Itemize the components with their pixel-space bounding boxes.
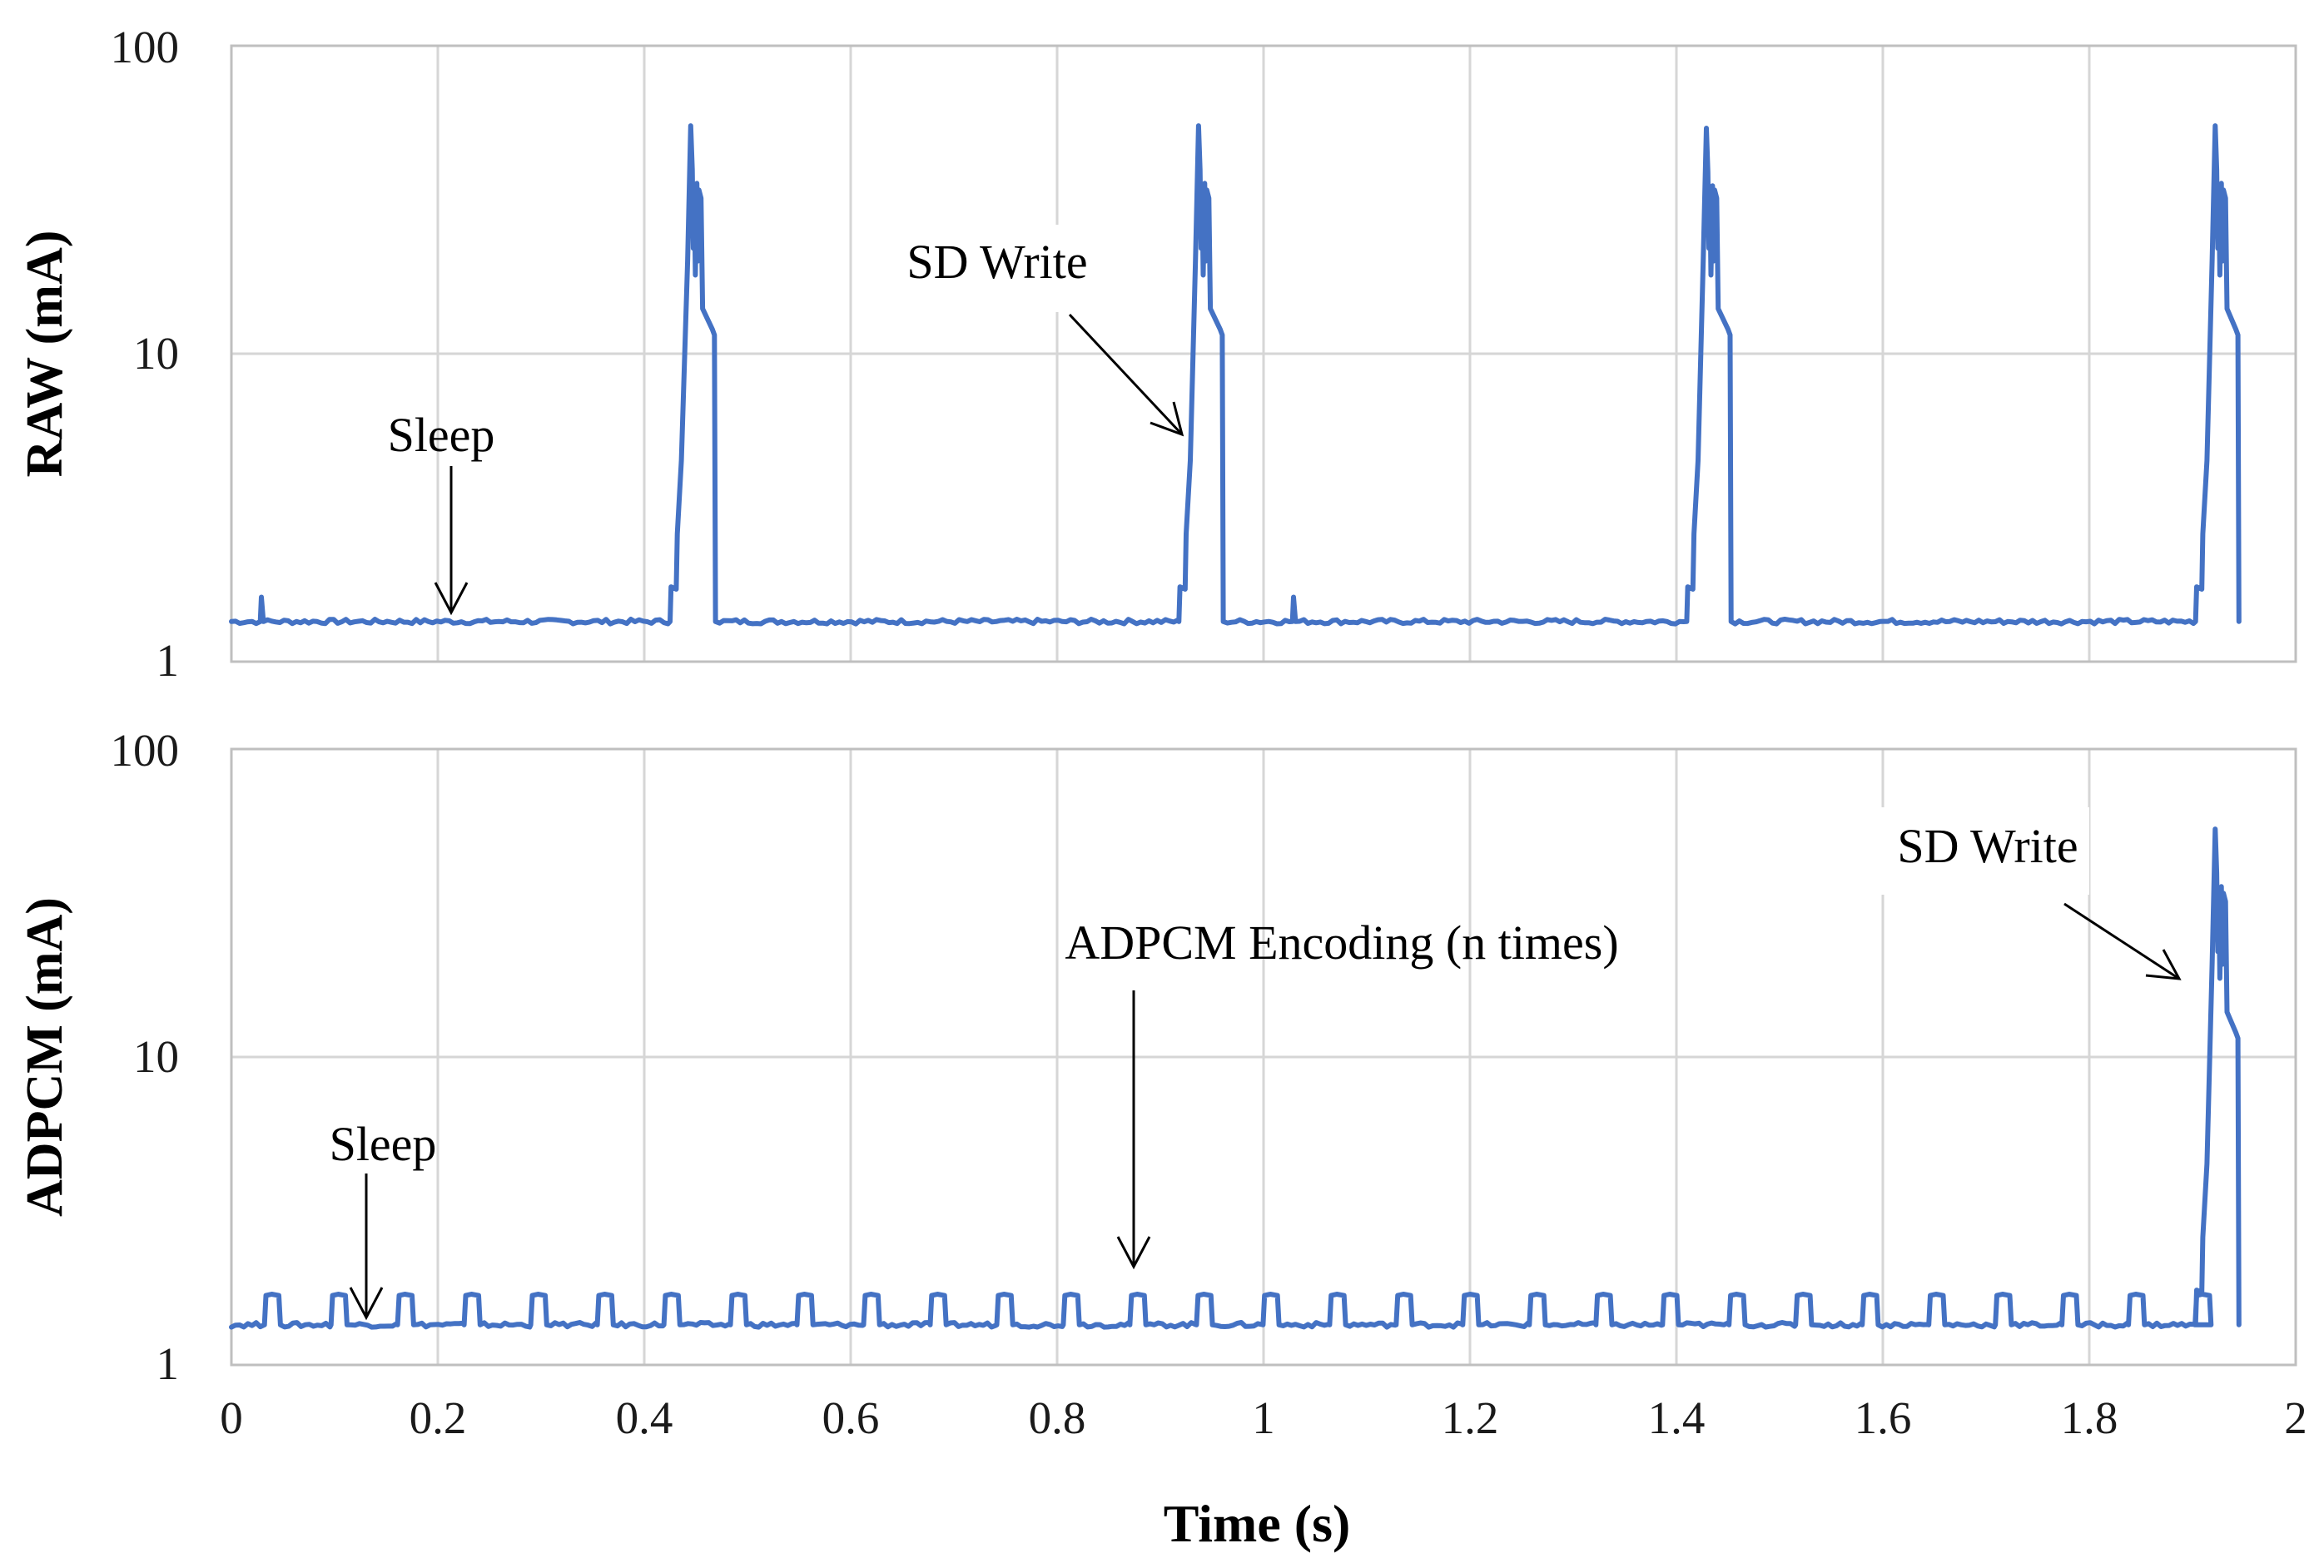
x-tick-labels: 0 0.2 0.4 0.6 0.8 1 1.2 1.4 1.6 1.8 2 [220,1392,2307,1443]
adpcm-plot-frame [230,747,2297,1367]
x-tick-label-3: 0.6 [822,1392,880,1443]
x-tick-label-5: 1 [1252,1392,1275,1443]
raw-sd-write-arrow [1068,313,1184,436]
x-axis-label: Time (s) [1164,1494,1351,1553]
adpcm-ytick-1: 1 [156,1338,180,1389]
adpcm-sleep-label: Sleep [330,1117,437,1171]
adpcm-ytick-100: 100 [111,725,180,776]
raw-current-series [229,123,2242,627]
adpcm-encoding-arrowhead [1116,1236,1151,1270]
x-tick-label-4: 0.8 [1029,1392,1086,1443]
adpcm-current-series [229,826,2242,1330]
raw-sd-write-label: SD Write [906,235,1087,289]
adpcm-ytick-10: 10 [133,1031,179,1082]
x-tick-label-6: 1.2 [1442,1392,1499,1443]
adpcm-sd-write-arrowhead [2145,949,2182,980]
raw-plot-frame [230,44,2297,663]
adpcm-sd-write-arrow [2063,902,2180,980]
raw-sd-write-annotation: SD Write [853,225,1184,437]
adpcm-sleep-annotation: Sleep [330,1117,437,1321]
x-tick-label-1: 0.2 [410,1392,467,1443]
adpcm-sleep-arrowhead [349,1287,384,1321]
adpcm-y-axis-label: ADPCM (mA) [17,897,73,1217]
raw-y-axis-label: RAW (mA) [17,231,73,478]
raw-ytick-10: 10 [133,328,179,379]
raw-sd-write-label-bg [853,225,1078,312]
raw-panel: 100 10 1 RAW (mA) Sleep SD Write [17,22,2297,686]
raw-sd-write-arrowhead [1150,401,1184,437]
x-tick-label-0: 0 [220,1392,243,1443]
raw-sleep-annotation: Sleep [388,408,495,616]
x-tick-label-2: 0.4 [616,1392,673,1443]
x-tick-label-8: 1.6 [1855,1392,1912,1443]
adpcm-sd-write-label-bg [1865,807,2089,895]
raw-ytick-100: 100 [111,22,180,72]
raw-grid [230,44,2297,663]
adpcm-sd-write-label: SD Write [1897,819,2078,873]
adpcm-panel: 100 10 1 ADPCM (mA) Sleep ADPCM Encoding… [17,725,2307,1553]
raw-ytick-1: 1 [156,635,180,686]
raw-sleep-label: Sleep [388,408,495,462]
x-tick-label-10: 2 [2284,1392,2307,1443]
adpcm-sd-write-annotation: SD Write [1865,807,2182,980]
x-tick-label-9: 1.8 [2061,1392,2118,1443]
x-tick-label-7: 1.4 [1648,1392,1706,1443]
adpcm-encoding-label: ADPCM Encoding (n times) [1065,915,1618,970]
adpcm-encoding-annotation: ADPCM Encoding (n times) [1065,915,1619,1270]
raw-sleep-arrowhead [434,582,469,616]
